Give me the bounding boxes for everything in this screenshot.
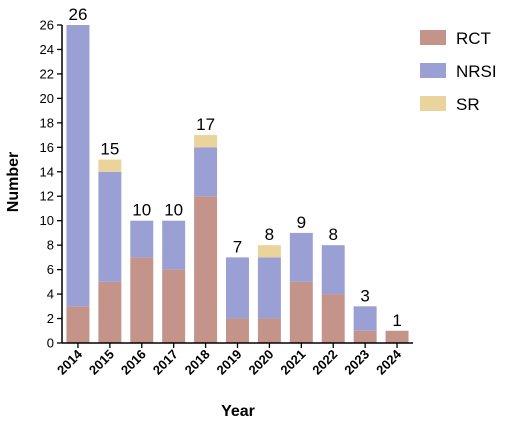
bars-layer <box>66 25 409 343</box>
total-label-2024: 1 <box>392 311 401 330</box>
y-tick-label-0: 0 <box>47 336 54 351</box>
bar-rct-2022 <box>321 294 345 343</box>
total-label-2017: 10 <box>164 201 183 220</box>
x-tick-label-2023: 2023 <box>341 347 372 378</box>
bar-sr-2015 <box>98 159 122 172</box>
total-label-2014: 26 <box>68 5 87 24</box>
bar-sr-2018 <box>194 135 218 148</box>
y-tick-label-26: 26 <box>40 18 54 33</box>
x-tick-label-2018: 2018 <box>182 347 213 378</box>
bar-rct-2020 <box>257 318 281 343</box>
bar-rct-2021 <box>289 281 313 343</box>
bar-rct-2017 <box>162 269 186 343</box>
x-tick-label-2017: 2017 <box>150 347 181 378</box>
bar-rct-2014 <box>66 306 90 343</box>
y-tick-label-12: 12 <box>40 189 54 204</box>
legend-swatch-nrsi <box>420 63 446 78</box>
total-label-2016: 10 <box>132 201 151 220</box>
bar-nrsi-2021 <box>289 232 313 282</box>
bar-nrsi-2016 <box>130 220 154 258</box>
y-axis-title: Number <box>5 152 22 212</box>
y-tick-label-4: 4 <box>47 287 54 302</box>
bar-nrsi-2018 <box>194 147 218 197</box>
x-tick-label-2019: 2019 <box>214 347 245 378</box>
y-tick-label-2: 2 <box>47 311 54 326</box>
total-label-2015: 15 <box>100 140 119 159</box>
x-tick-label-2021: 2021 <box>277 347 308 378</box>
bar-nrsi-2015 <box>98 171 122 282</box>
x-tick-label-2015: 2015 <box>86 347 117 378</box>
total-label-2022: 8 <box>328 225 337 244</box>
total-label-2019: 7 <box>233 237 242 256</box>
x-tick-label-2020: 2020 <box>245 347 276 378</box>
bar-nrsi-2020 <box>257 257 281 319</box>
axes-layer <box>57 24 413 348</box>
legend-label-rct: RCT <box>456 29 491 48</box>
y-tick-label-16: 16 <box>40 140 54 155</box>
bar-nrsi-2023 <box>353 306 377 331</box>
bar-nrsi-2019 <box>226 257 249 319</box>
y-tick-label-8: 8 <box>47 238 54 253</box>
y-tick-label-14: 14 <box>40 164 54 179</box>
legend: RCT NRSI SR <box>420 29 497 114</box>
x-tick-label-2014: 2014 <box>54 346 86 378</box>
x-tick-label-2024: 2024 <box>373 346 405 378</box>
legend-swatch-sr <box>420 96 446 111</box>
legend-swatch-rct <box>420 30 446 45</box>
bar-rct-2023 <box>353 330 377 343</box>
bar-rct-2019 <box>226 318 249 343</box>
y-tick-label-24: 24 <box>40 42 54 57</box>
bar-rct-2015 <box>98 281 122 343</box>
total-label-2020: 8 <box>265 225 274 244</box>
y-tick-label-18: 18 <box>40 115 54 130</box>
bar-sr-2020 <box>257 245 281 258</box>
bar-nrsi-2014 <box>66 25 90 307</box>
x-tick-label-2022: 2022 <box>309 347 340 378</box>
bar-nrsi-2017 <box>162 220 186 270</box>
total-label-2021: 9 <box>297 213 306 232</box>
y-tick-label-22: 22 <box>40 66 54 81</box>
y-tick-label-6: 6 <box>47 262 54 277</box>
y-tick-label-20: 20 <box>40 91 54 106</box>
labels-layer: 2620141520151020161020171720187201982020… <box>40 5 405 378</box>
total-label-2023: 3 <box>360 286 369 305</box>
total-label-2018: 17 <box>196 115 215 134</box>
legend-label-sr: SR <box>456 95 480 114</box>
bar-rct-2024 <box>385 330 409 343</box>
legend-label-nrsi: NRSI <box>456 62 497 81</box>
bar-rct-2018 <box>194 196 218 343</box>
y-tick-label-10: 10 <box>40 213 54 228</box>
x-tick-label-2016: 2016 <box>118 347 149 378</box>
x-axis-title: Year <box>221 403 255 420</box>
bar-rct-2016 <box>130 257 154 343</box>
bar-nrsi-2022 <box>321 245 345 295</box>
